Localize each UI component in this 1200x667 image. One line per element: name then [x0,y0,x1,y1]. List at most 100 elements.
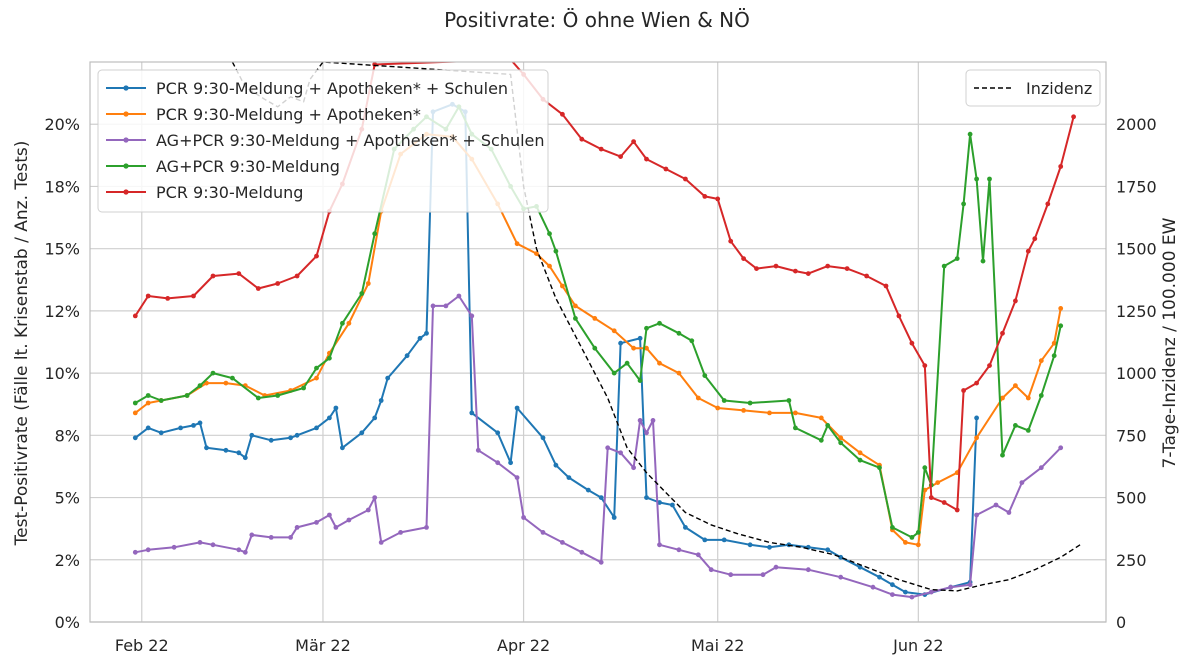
data-point [255,395,261,401]
data-point [145,425,151,431]
data-point [915,542,921,548]
y2-tick-label: 1000 [1116,364,1157,383]
data-point [624,360,630,366]
data-point [249,432,255,438]
data-point [540,530,546,535]
data-point [145,293,151,299]
data-point [598,495,604,500]
data-point [346,320,352,326]
legend-left: PCR 9:30-Meldung + Apotheken* + Schulen P… [97,69,549,213]
legend-right-box [965,69,1101,107]
data-point [967,131,973,137]
data-point [1006,510,1012,515]
data-point [1025,428,1031,433]
y2-tick-label: 1750 [1116,177,1157,196]
data-point [857,450,863,456]
x-tick-label: Jun 22 [892,636,943,655]
data-point [566,475,572,480]
data-point [1032,236,1038,242]
data-point [430,303,436,309]
data-point [1038,465,1044,471]
data-point [818,415,824,421]
data-point [204,445,209,451]
data-point [618,154,623,160]
data-point [967,582,973,588]
legend-marker [123,163,129,169]
data-point [346,517,352,523]
data-point [676,547,682,553]
data-point [773,263,779,269]
legend-left-box [97,69,549,213]
data-point [1038,393,1044,398]
data-point [514,475,520,480]
data-point [223,380,229,386]
data-point [728,572,734,578]
data-point [657,320,662,326]
data-point [987,363,992,368]
data-point [961,201,966,207]
data-point [514,241,520,247]
data-point [663,166,669,172]
data-point [573,316,578,321]
data-point [864,273,869,279]
data-point [132,410,138,416]
data-point [359,430,365,436]
chart-title: Positivrate: Ö ohne Wien & NÖ [444,8,750,32]
series-2 [132,293,1064,600]
data-point [961,388,966,393]
data-point [793,425,798,431]
data-point [611,515,617,520]
data-point [631,345,636,351]
data-point [145,393,151,398]
data-point [974,176,979,182]
data-point [145,400,151,406]
data-point [132,313,138,319]
data-point [838,435,844,441]
data-point [553,462,559,468]
y2-tick-label: 250 [1116,551,1147,570]
data-point [495,460,501,466]
data-point [631,465,636,471]
data-point [301,385,306,391]
y2-axis-label: 7-Tage-Inzidenz / 100.000 EW [1160,217,1180,468]
data-point [909,340,915,346]
data-point [644,325,649,331]
y-tick-label: 5% [55,489,80,508]
data-point [197,383,203,388]
data-point [657,360,662,366]
data-point [327,355,332,361]
data-point [475,447,481,453]
data-point [903,589,908,595]
data-point [825,263,831,269]
data-point [210,370,216,376]
data-point [1058,306,1064,311]
data-point [715,405,721,411]
data-point [132,435,138,441]
legend-marker [123,85,129,91]
data-point [327,415,332,421]
data-point [327,512,332,518]
data-point [618,450,623,456]
data-point [702,194,708,199]
data-point [275,393,281,398]
data-point [1000,330,1005,336]
data-point [1051,353,1057,359]
data-point [165,296,171,301]
data-point [359,291,365,296]
legend-label: PCR 9:30-Meldung + Apotheken* + Schulen [156,79,508,98]
data-point [683,525,688,530]
x-tick-label: Apr 22 [497,636,550,655]
data-point [191,293,196,299]
data-point [611,328,617,334]
data-point [585,487,591,493]
x-tick-label: Mai 22 [691,636,745,655]
data-point [1013,423,1018,428]
y-tick-label: 0% [55,613,80,632]
data-point [340,320,345,326]
data-point [715,196,721,202]
data-point [903,540,908,545]
data-point [857,457,863,463]
data-point [158,430,164,436]
data-point [941,263,947,269]
